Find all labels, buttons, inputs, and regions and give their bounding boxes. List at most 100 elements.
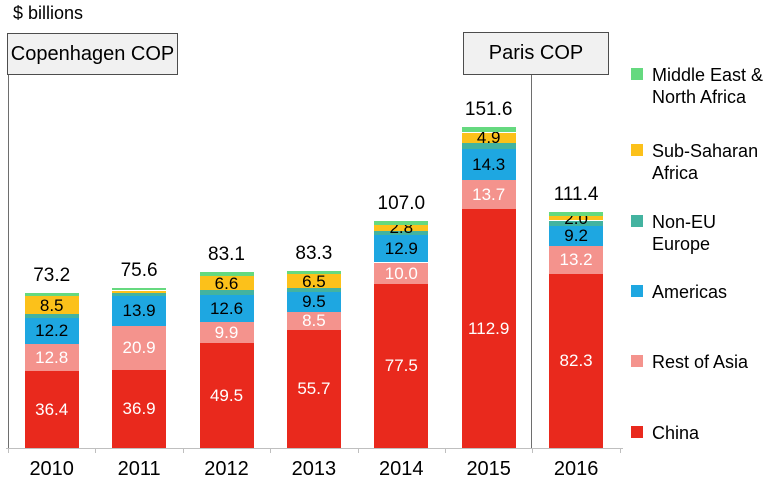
x-axis-line [6,448,623,449]
segment-rest-of-asia-2015: 13.7 [461,179,516,209]
segment-rest-of-asia-2014: 10.0 [374,262,429,284]
axis-tick [8,448,9,453]
segment-value-label: 13.9 [122,301,156,321]
legend-swatch-non-eu-europe [631,215,643,227]
legend-label: Rest of Asia [652,352,749,372]
legend-item-middle-east-north-africa: Middle East & North Africa [631,64,768,108]
legend-label: China [652,423,700,443]
segment-value-label: 14.3 [472,154,506,174]
segment-rest-of-asia-2010: 12.8 [24,343,79,371]
x-axis-label-2015: 2015 [466,458,511,480]
segment-middle-east-north-africa-2014 [374,221,429,225]
paris-cop-annotation: Paris COP [463,32,609,75]
segment-sub-saharan-africa-2013: 6.5 [286,271,341,291]
segment-value-label: 112.9 [468,318,510,338]
x-axis-label-2014: 2014 [379,458,424,480]
segment-americas-2013: 9.5 [286,291,341,312]
segment-value-label: 77.5 [384,356,418,376]
legend-item-sub-saharan-africa: Sub-Saharan Africa [631,140,768,184]
segment-value-label: 10.0 [384,263,418,283]
segment-value-label: 13.7 [472,184,506,204]
segment-value-label: 36.4 [35,399,69,419]
axis-tick [270,448,272,453]
paris-cop-marker-line [531,73,532,448]
segment-non-eu-europe-2015 [461,142,516,150]
segment-china-2011: 36.9 [112,369,167,448]
segment-sub-saharan-africa-2014: 2.8 [374,219,429,236]
segment-value-label: 49.5 [209,386,244,406]
segment-china-2010: 36.4 [24,370,79,448]
segment-americas-2012: 12.6 [199,295,254,323]
total-label-2013: 83.3 [295,243,333,265]
segment-value-label: 4.9 [476,128,501,148]
segment-sub-saharan-africa-2012: 6.6 [199,275,254,292]
segment-americas-2010: 12.2 [24,317,79,344]
segment-non-eu-europe-2010 [24,314,79,318]
segment-non-eu-europe-2011 [112,293,167,296]
segment-value-label: 12.9 [384,239,418,259]
legend-item-rest-of-asia: Rest of Asia [631,351,768,373]
segment-value-label: 20.9 [122,338,156,358]
axis-tick [532,448,534,453]
segment-value-label: 13.2 [559,250,593,269]
total-label-2012: 83.1 [208,243,245,265]
legend-swatch-sub-saharan-africa [631,144,643,156]
total-label-2011: 75.6 [120,259,158,281]
legend-label: Middle East & North Africa [652,65,764,107]
segment-value-label: 12.2 [35,321,69,341]
x-axis-label-2013: 2013 [291,458,337,480]
axis-tick [619,448,621,453]
x-axis-label-2016: 2016 [553,458,599,480]
axis-tick [445,448,446,453]
legend-swatch-americas [631,285,643,297]
segment-value-label: 9.5 [302,292,326,312]
segment-sub-saharan-africa-2016: 2.0 [549,210,604,227]
segment-value-label: 12.6 [209,299,244,319]
copenhagen-cop-marker-line [8,73,9,448]
legend-swatch-middle-east-north-africa [631,68,643,80]
legend-item-americas: Americas [631,281,768,303]
segment-value-label: 12.8 [35,347,69,367]
segment-americas-2016: 9.2 [549,226,604,246]
total-label-2015: 151.6 [464,98,513,120]
legend-label: Sub-Saharan Africa [652,141,759,183]
segment-china-2014: 77.5 [374,283,429,448]
segment-china-2015: 112.9 [461,208,516,448]
x-axis-label-2012: 2012 [204,458,249,480]
segment-rest-of-asia-2013: 8.5 [286,311,341,331]
segment-china-2012: 49.5 [199,343,254,448]
total-label-2016: 111.4 [553,183,599,205]
segment-middle-east-north-africa-2013 [286,271,341,275]
segment-sub-saharan-africa-2010: 8.5 [24,295,79,315]
legend-label: Americas [652,282,728,302]
segment-middle-east-north-africa-2015 [461,126,516,133]
segment-value-label: 55.7 [297,379,331,399]
segment-non-eu-europe-2016 [549,220,604,226]
segment-china-2013: 55.7 [286,329,341,448]
total-label-2010: 73.2 [33,264,71,286]
segment-middle-east-north-africa-2012 [199,271,254,276]
x-axis-label-2010: 2010 [29,458,74,480]
axis-units-label: $ billions [13,3,84,23]
segment-value-label: 9.9 [214,323,239,343]
copenhagen-cop-annotation: Copenhagen COP [7,33,178,75]
axis-tick [95,448,97,453]
legend-swatch-china [631,426,643,438]
x-axis-label-2011: 2011 [117,458,161,480]
legend-item-china: China [631,422,768,444]
segment-americas-2015: 14.3 [461,149,516,180]
axis-tick [182,448,184,453]
segment-value-label: 82.3 [559,351,593,371]
segment-americas-2014: 12.9 [374,235,429,263]
total-label-2014: 107.0 [377,193,426,215]
legend-item-non-eu-europe: Non-EU Europe [631,211,768,255]
segment-value-label: 6.5 [302,271,326,291]
segment-value-label: 8.5 [39,295,64,315]
legend-swatch-rest-of-asia [631,355,643,367]
legend-label: Non-EU Europe [652,212,717,254]
segment-value-label: 8.5 [302,311,326,331]
segment-value-label: 9.2 [564,226,588,246]
segment-middle-east-north-africa-2011 [112,287,167,291]
segment-non-eu-europe-2014 [374,230,429,236]
